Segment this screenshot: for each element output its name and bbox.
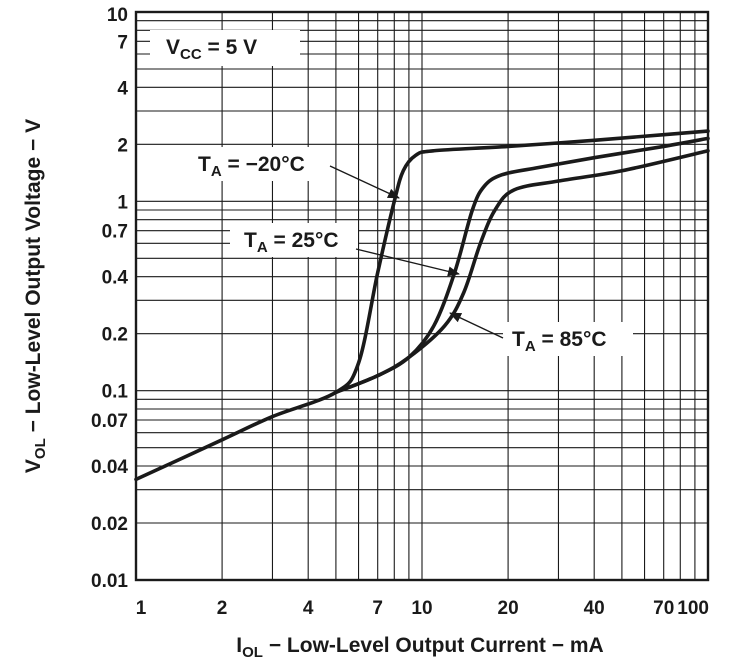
y-tick-label: 2 — [117, 135, 128, 156]
x-tick-label: 7 — [372, 598, 383, 619]
x-tick-labels: 1 2 4 7 10 20 40 70 100 — [136, 598, 709, 619]
annotation-layer: VCC = 5 V TA = −20°C TA = 25°C TA = 85°C — [150, 30, 633, 356]
x-tick-label: 1 — [136, 598, 147, 619]
x-tick-label: 10 — [411, 598, 432, 619]
ta-85-annotation-box — [503, 322, 633, 356]
x-tick-label: 2 — [217, 598, 228, 619]
y-tick-label: 0.2 — [102, 325, 128, 346]
ta-m20-annotation-box — [190, 147, 330, 181]
y-tick-label: 0.01 — [91, 571, 128, 592]
ta-25-annotation: TA = 25°C — [244, 229, 339, 256]
y-tick-label: 0.07 — [91, 411, 128, 432]
vcc-annotation-box — [150, 30, 300, 66]
ta-m20-leader-arrow — [329, 165, 400, 199]
x-tick-label: 100 — [677, 598, 709, 619]
y-tick-label: 0.7 — [102, 222, 128, 243]
x-axis-title: IOL − Low-Level Output Current − mA — [236, 634, 603, 661]
ta-85-annotation: TA = 85°C — [512, 328, 607, 355]
y-axis-title: VOL − Low-Level Output Voltage − V — [22, 119, 49, 473]
y-tick-labels: 0.01 0.02 0.04 0.07 0.1 0.2 0.4 0.7 1 2 4 7 10 — [91, 5, 128, 592]
y-tick-label: 7 — [117, 32, 128, 53]
series-layer — [134, 129, 710, 482]
x-tick-label: 40 — [584, 598, 605, 619]
y-tick-label: 0.04 — [91, 457, 128, 478]
gridlines — [135, 11, 709, 581]
y-tick-label: 0.4 — [102, 268, 129, 289]
y-tick-label: 1 — [117, 192, 128, 213]
series-line-2 — [334, 148, 710, 395]
x-tick-label: 4 — [303, 598, 314, 619]
y-tick-label: 4 — [117, 78, 128, 99]
vcc-annotation: VCC = 5 V — [166, 36, 257, 63]
ta-85-leader-arrow — [449, 312, 504, 339]
plot-frame — [134, 10, 710, 582]
y-tick-label: 0.1 — [102, 382, 129, 403]
ta-25-leader-arrow — [355, 248, 460, 277]
x-tick-label: 70 — [653, 598, 674, 619]
y-tick-label: 0.02 — [91, 514, 128, 535]
series-line-0 — [134, 129, 710, 482]
ta-25-annotation-box — [230, 223, 358, 257]
x-tick-label: 20 — [498, 598, 519, 619]
y-tick-label: 10 — [107, 5, 128, 26]
ta-m20-annotation: TA = −20°C — [198, 153, 305, 180]
